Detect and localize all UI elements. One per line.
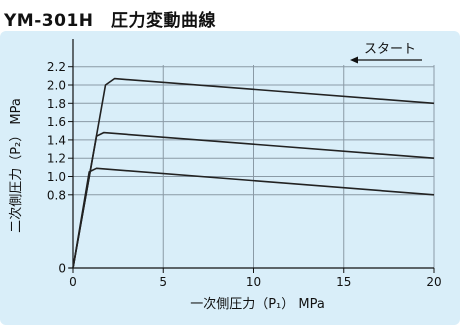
pressure-chart: 0 0.8 1.0 1.2 1.4 1.6 1.8 2.0 2.2 0 5 10 15 20 一次側圧力（P… [8,39,442,312]
y-axis-label: 二次側圧力（P₂） MPa [8,98,24,233]
y-tick-label: 0.8 [47,188,66,202]
y-tick-label: 1.2 [47,152,66,166]
x-tick-label: 20 [426,275,441,289]
y-tick-label: 1.8 [47,97,66,111]
start-arrow-head [350,56,358,64]
start-annotation: スタート [364,42,416,57]
series-line-3 [72,167,435,269]
x-tick-label: 15 [336,275,351,289]
y-tick-label: 0 [58,262,66,276]
x-axis-label: 一次側圧力（P₁） MPa [190,296,325,312]
y-tick-label: 2.0 [47,79,66,93]
y-tick-label: 2.2 [47,60,66,74]
chart-title: YM-301H 圧力変動曲線 [4,11,216,31]
y-tick-label: 1.6 [47,115,66,129]
y-tick-label: 1.4 [47,133,66,147]
y-tick-label: 1.0 [47,170,66,184]
chart-panel: 0 0.8 1.0 1.2 1.4 1.6 1.8 2.0 2.2 0 5 10 15 20 一次側圧力（P… [0,31,460,325]
x-tick-label: 5 [159,275,167,289]
x-tick-label: 0 [69,275,77,289]
x-tick-label: 10 [246,275,261,289]
